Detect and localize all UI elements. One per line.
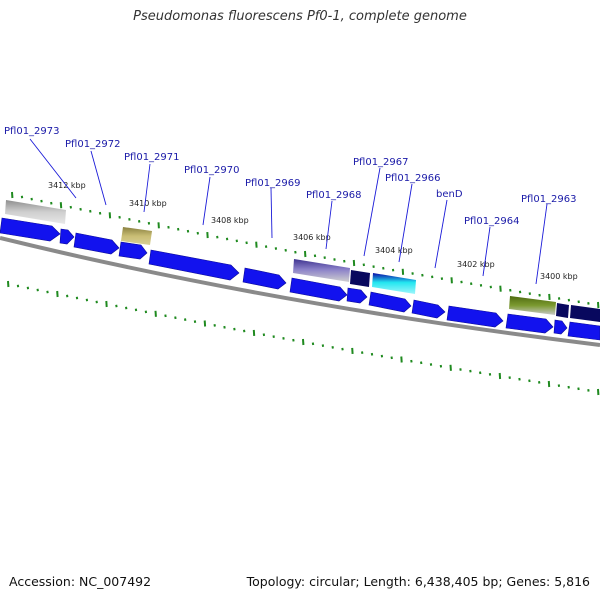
gene-label-layer: Pfl01_2973 Pfl01_2972 Pfl01_2971 Pfl01_2… [4,126,577,227]
gene-arrow-track [0,217,600,341]
leader-line [434,199,448,269]
leader-line [270,187,273,239]
kbp-label: 3404 kbp [375,246,413,255]
leader-line [325,200,333,250]
feature-block-lavender [293,259,350,282]
genome-backbone [0,236,600,347]
gene-arrow [73,232,120,255]
kbp-label: 3410 kbp [129,199,167,208]
leader-line [29,138,77,199]
genome-summary-text: Topology: circular; Length: 6,438,405 bp… [246,574,590,589]
leader-line [535,203,548,285]
kbp-label: 3412 kbp [48,181,86,190]
leader-line [202,176,211,226]
gene-arrow [446,305,504,328]
gene-label-pfl01-2972[interactable]: Pfl01_2972 [65,139,121,150]
gene-label-pfl01-2968[interactable]: Pfl01_2968 [306,190,362,201]
gene-dark-2963b [570,305,600,322]
gene-arrow [368,291,412,313]
gene-label-pfl01-2970[interactable]: Pfl01_2970 [184,165,240,176]
gene-arrow [242,267,287,290]
gene-arrow [411,299,446,319]
feature-block-olive [509,296,556,315]
gene-arrow [118,241,148,260]
gene-dark-2967 [350,270,370,287]
gene-label-pfl01-2963[interactable]: Pfl01_2963 [521,194,577,205]
gene-label-pfl01-2966[interactable]: Pfl01_2966 [385,173,441,184]
feature-block-gray [5,200,66,224]
gene-label-pfl01-2969[interactable]: Pfl01_2969 [245,178,301,189]
leader-line [143,163,151,213]
gene-label-pfl01-2971[interactable]: Pfl01_2971 [124,152,180,163]
gene-arrow [148,249,240,281]
leader-line [482,226,491,277]
gene-arrow [553,319,568,335]
gene-label-pfl01-2964[interactable]: Pfl01_2964 [464,216,520,227]
kbp-label: 3400 kbp [540,272,578,281]
kbp-label: 3406 kbp [293,233,331,242]
leader-line [363,167,381,257]
gene-arrow [346,287,368,304]
accession-text: Accession: NC_007492 [9,574,152,589]
gene-leader-lines [29,138,548,285]
gene-label-pfl01-2973[interactable]: Pfl01_2973 [4,126,60,137]
gene-label-bend[interactable]: benD [436,189,463,200]
gene-cyan-2966 [372,273,416,294]
gene-arrow [289,277,348,302]
feature-block-khaki [121,227,152,245]
kbp-tick-row-lower [7,280,600,396]
gene-label-pfl01-2967[interactable]: Pfl01_2967 [353,157,409,168]
gene-arrow [0,217,61,242]
gene-arrow [505,313,554,334]
gene-arrow [567,321,600,341]
gene-dark-2963a [556,303,569,318]
kbp-label: 3402 kbp [457,260,495,269]
gene-arrow [59,228,75,245]
kbp-label: 3408 kbp [211,216,249,225]
kbp-label-layer: 3412 kbp 3410 kbp 3408 kbp 3406 kbp 3404… [48,181,578,281]
leader-line [90,150,107,206]
leader-line [398,183,413,263]
kbp-tick-row-upper [11,191,600,309]
map-title: Pseudomonas fluorescens Pf0-1, complete … [133,9,467,24]
